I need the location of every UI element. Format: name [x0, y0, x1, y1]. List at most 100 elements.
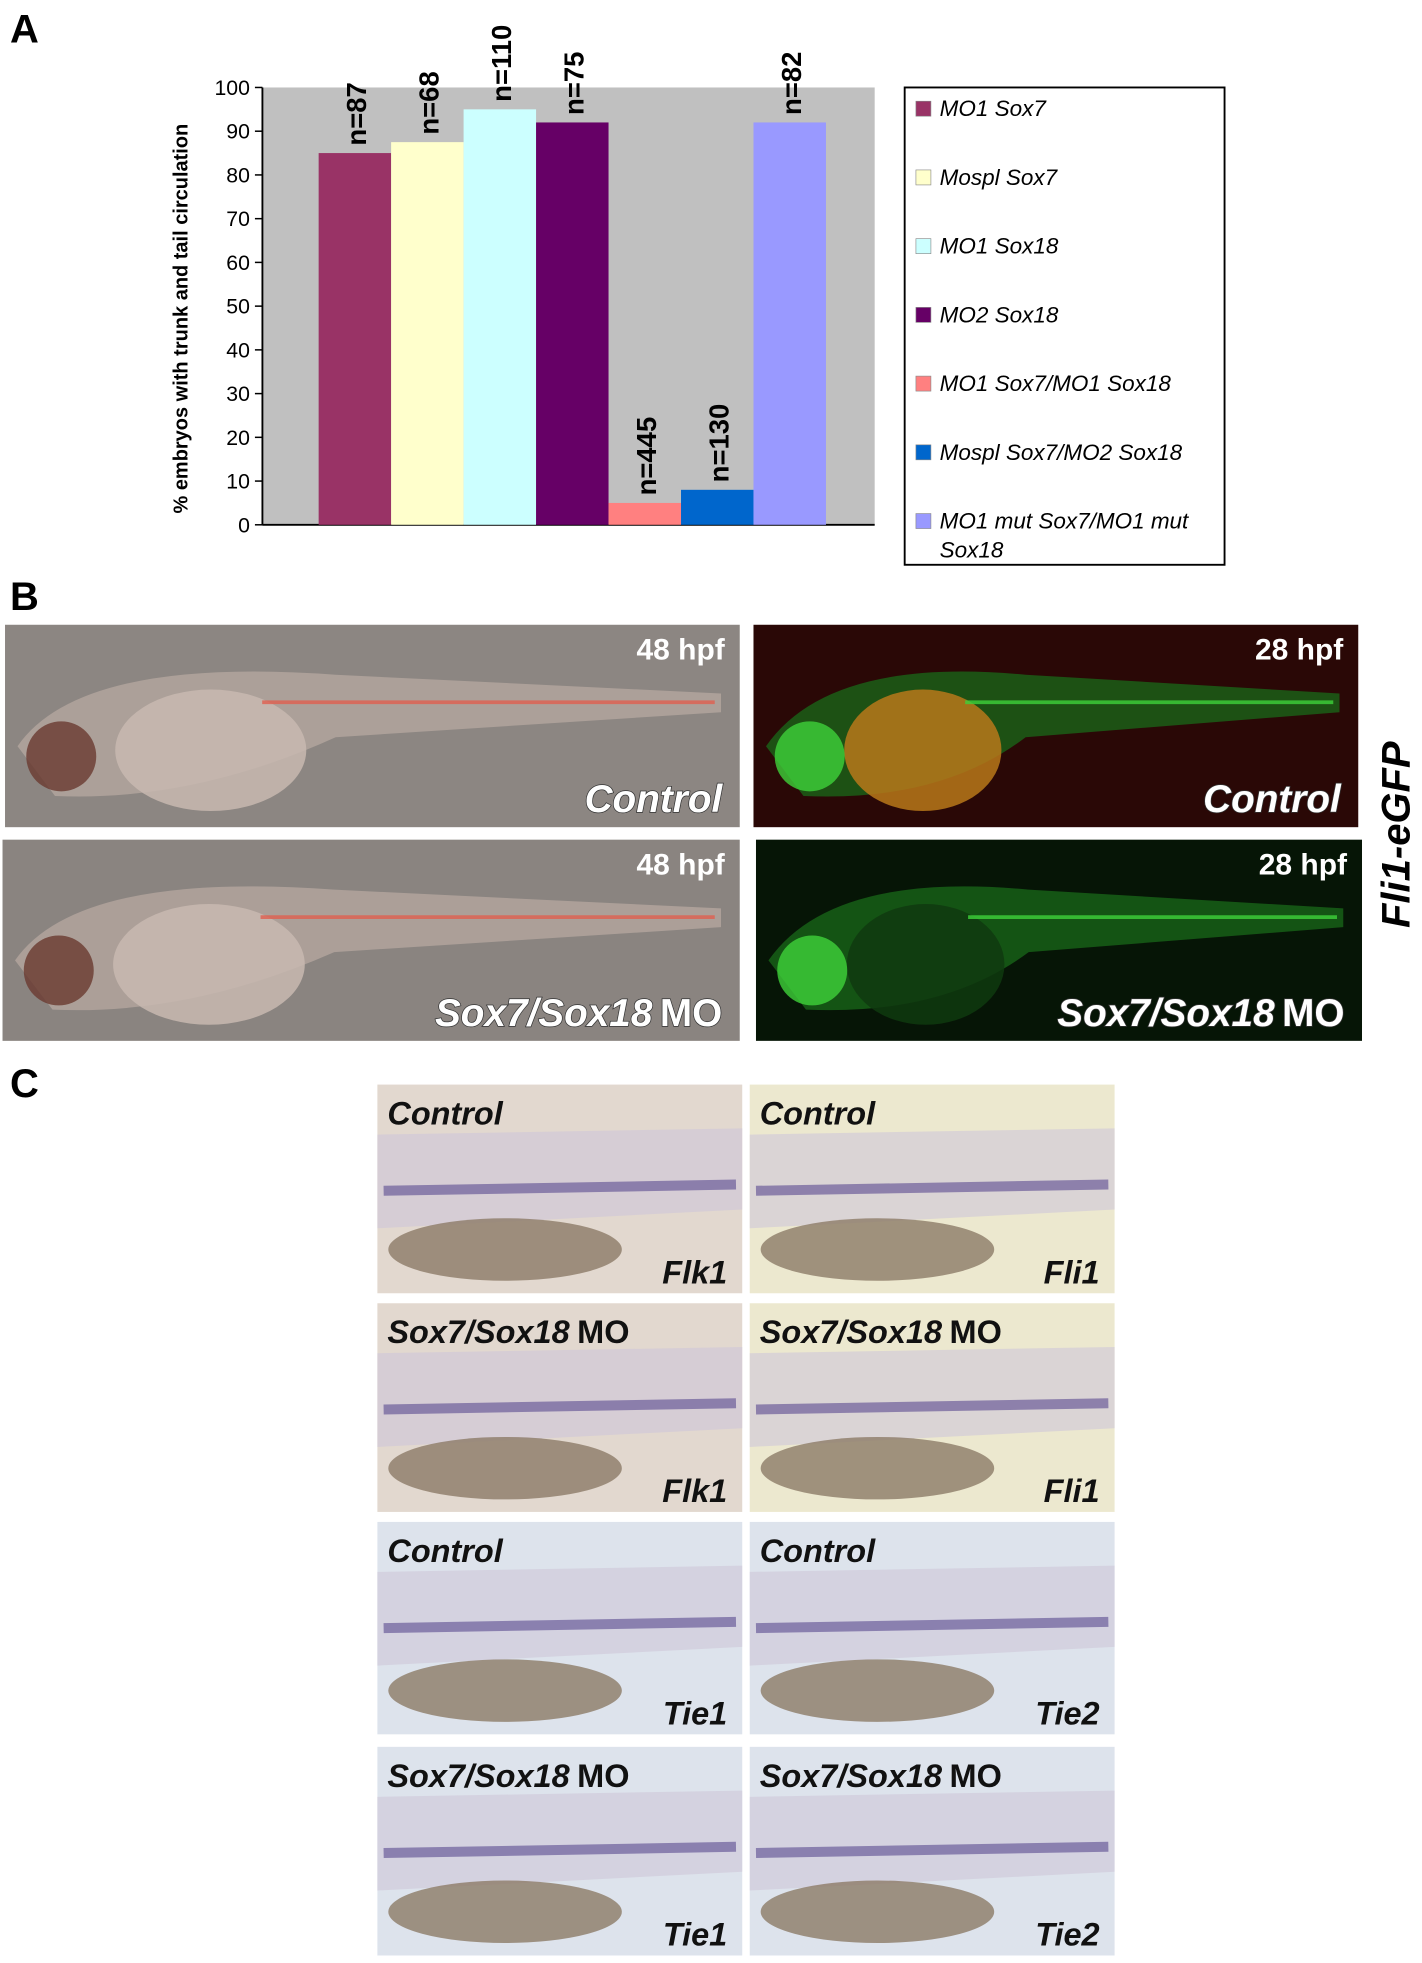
condition-name: Control: [760, 1096, 876, 1132]
y-tick-label: 100: [214, 76, 249, 100]
condition-label: Control: [760, 1533, 876, 1569]
condition-name: Sox7/Sox18: [1057, 992, 1275, 1035]
embryo-trunk: [377, 1565, 743, 1666]
legend-swatch: [915, 307, 932, 323]
yolk: [844, 689, 1002, 811]
bar-annotation: n=87: [341, 82, 372, 145]
yolk-extension: [760, 1659, 995, 1722]
vessel-stain: [383, 1841, 737, 1859]
y-tick-label: 40: [226, 338, 250, 362]
condition-label: Sox7/Sox18 MO: [387, 1758, 629, 1794]
stage-label: 28 hpf: [1255, 634, 1344, 667]
condition-name: Sox7/Sox18: [760, 1758, 943, 1794]
condition-label: Sox7/Sox18 MO: [387, 1314, 629, 1350]
condition-label: Control: [387, 1096, 503, 1132]
vessel-stain: [755, 1398, 1109, 1415]
yolk-extension: [388, 1436, 622, 1500]
gene-label: Tie2: [1035, 1917, 1099, 1953]
stage-label: 48 hpf: [636, 849, 725, 882]
vessel-stain: [755, 1841, 1109, 1859]
embryo-trunk: [377, 1790, 743, 1891]
legend-swatch: [915, 513, 932, 529]
condition-suffix: MO: [950, 1758, 1002, 1794]
y-tick-label: 60: [226, 251, 250, 275]
gene-label: Fli1: [1044, 1473, 1100, 1509]
condition-suffix: MO: [1282, 992, 1344, 1035]
bar: [681, 489, 754, 525]
bar-annotation: n=68: [414, 71, 445, 134]
embryo-trunk: [749, 1565, 1115, 1666]
panel-label: A: [10, 7, 39, 51]
eye: [774, 721, 845, 792]
embryo-trunk: [377, 1346, 743, 1447]
bar-annotation: n=75: [559, 52, 590, 115]
y-tick-label: 80: [226, 163, 250, 187]
stage-label: 28 hpf: [1259, 849, 1348, 882]
condition-name: Sox7/Sox18: [387, 1314, 570, 1350]
bar: [536, 122, 609, 525]
condition-label: Sox7/Sox18 MO: [760, 1758, 1002, 1794]
bar: [391, 142, 464, 525]
vessel-stain: [383, 1616, 737, 1634]
vessel-stain: [383, 1179, 737, 1196]
bar: [753, 122, 826, 525]
embryo-trunk: [377, 1128, 743, 1229]
gene-label: Tie2: [1035, 1695, 1099, 1731]
gene-label: Flk1: [662, 1254, 727, 1290]
condition-suffix: MO: [577, 1314, 629, 1350]
condition-label: Control: [760, 1096, 876, 1132]
bar-annotation: n=110: [486, 25, 517, 102]
yolk-extension: [760, 1436, 995, 1500]
condition-name: Control: [1203, 778, 1342, 821]
y-tick-label: 30: [226, 382, 250, 406]
y-tick-label: 10: [226, 470, 250, 494]
condition-name: Control: [760, 1533, 876, 1569]
yolk-extension: [388, 1218, 622, 1281]
gene-label: Fli1: [1044, 1254, 1100, 1290]
condition-label: Control: [585, 778, 724, 821]
y-tick-label: 0: [238, 513, 250, 537]
condition-name: Sox7/Sox18: [435, 992, 653, 1035]
y-axis-label: % embryos with trunk and tail circulatio…: [170, 124, 192, 514]
bar: [608, 502, 682, 525]
eye: [777, 935, 848, 1006]
condition-label: Sox7/Sox18 MO: [435, 992, 722, 1035]
vessel-stain: [755, 1616, 1109, 1634]
legend-label: MO1 Sox7/MO1 Sox18: [940, 371, 1172, 396]
condition-suffix: MO: [660, 992, 722, 1035]
yolk-extension: [388, 1659, 622, 1722]
panel-label: C: [10, 1062, 39, 1106]
condition-suffix: MO: [950, 1314, 1002, 1350]
legend-label: Mospl Sox7: [940, 165, 1059, 190]
y-tick-label: 90: [226, 120, 250, 144]
yolk: [113, 904, 305, 1025]
embryo-trunk: [749, 1790, 1115, 1891]
panel-label: B: [10, 575, 39, 619]
embryo-trunk: [749, 1128, 1115, 1229]
legend-label: MO1 Sox18: [940, 234, 1059, 259]
legend-label: MO1 Sox7: [940, 96, 1048, 121]
legend-swatch: [915, 238, 932, 254]
condition-name: Control: [387, 1096, 503, 1132]
gene-label: Tie1: [663, 1917, 727, 1953]
yolk-extension: [760, 1880, 995, 1944]
condition-label: Sox7/Sox18 MO: [1057, 992, 1344, 1035]
y-tick-label: 20: [226, 426, 250, 450]
bar-annotation: n=445: [631, 417, 662, 496]
bar: [463, 109, 537, 525]
y-tick-label: 70: [226, 207, 250, 231]
legend-label: Mospl Sox7/MO2 Sox18: [940, 440, 1183, 465]
gene-label: Tie1: [663, 1695, 727, 1731]
gene-label: Flk1: [662, 1473, 727, 1509]
vessel-stain: [383, 1398, 737, 1415]
condition-name: Sox7/Sox18: [760, 1314, 943, 1350]
yolk-extension: [760, 1218, 995, 1281]
legend-label: MO2 Sox18: [940, 302, 1059, 327]
legend-swatch: [915, 169, 932, 186]
vessel-stain: [755, 1179, 1109, 1196]
condition-name: Control: [585, 778, 724, 821]
legend-label: MO1 mut Sox7/MO1 mut Sox18: [940, 509, 1190, 563]
bar-annotation: n=82: [776, 52, 807, 115]
